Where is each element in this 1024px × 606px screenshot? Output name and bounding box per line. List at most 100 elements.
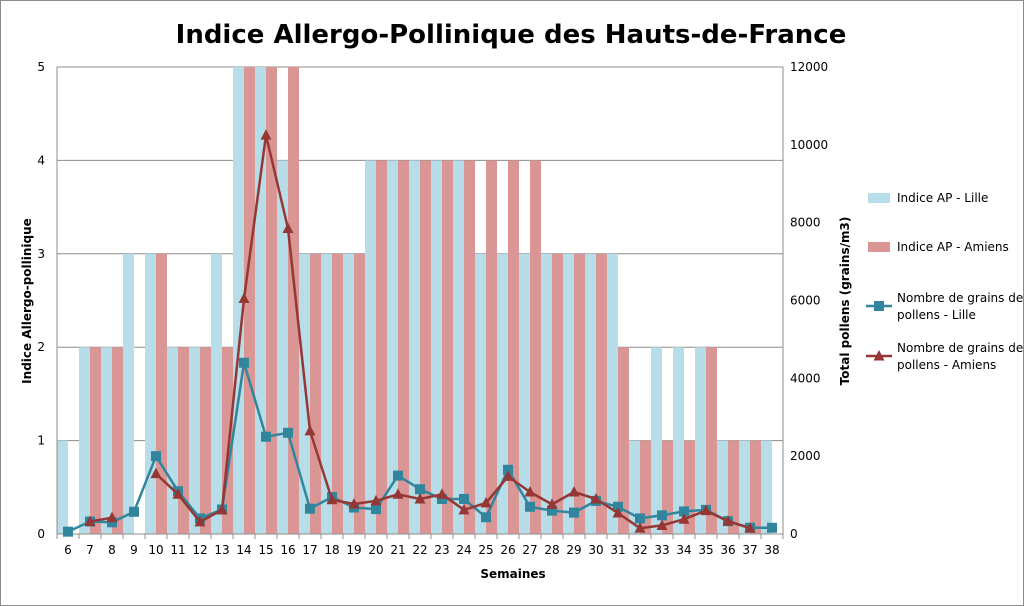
bar (552, 253, 563, 535)
legend-label-line: pollens - Amiens (897, 358, 996, 372)
point (700, 504, 712, 516)
bar (145, 253, 156, 535)
x-tick-label: 35 (698, 543, 713, 557)
point (436, 488, 448, 499)
bar (519, 253, 530, 535)
bar (618, 347, 629, 534)
point (392, 488, 404, 499)
bar (673, 347, 684, 534)
bar (651, 347, 662, 534)
bar (530, 160, 541, 534)
bar (629, 440, 640, 534)
point (238, 292, 250, 304)
point (437, 493, 447, 504)
point (874, 301, 884, 311)
point (371, 504, 381, 515)
point (370, 494, 382, 506)
point (84, 515, 96, 527)
y-tick-label: 1 (37, 434, 45, 448)
point (304, 424, 316, 436)
bar (497, 253, 508, 535)
bar (684, 440, 695, 534)
point (656, 519, 668, 530)
point (458, 503, 470, 515)
legend-label: Nombre de grains de pollens - Amiens (897, 341, 1023, 372)
x-tick-label: 13 (214, 543, 229, 557)
x-tick-label: 38 (764, 543, 779, 557)
x-tick-label: 11 (170, 543, 185, 557)
y-tick-label: 0 (37, 527, 45, 541)
y-tick-label: 2 (37, 340, 45, 354)
point (503, 464, 513, 475)
x-tick-label: 14 (236, 543, 251, 557)
legend-label: Nombre de grains de pollens - Lille (897, 291, 1023, 322)
bar (486, 160, 497, 534)
point (569, 507, 579, 518)
bar (277, 160, 288, 534)
bar (761, 440, 772, 534)
bar (101, 347, 112, 534)
x-tick-label: 34 (676, 543, 691, 557)
bar (200, 347, 211, 534)
y2-tick-label: 12000 (790, 60, 828, 74)
x-tick-label: 15 (258, 543, 273, 557)
bar (343, 253, 354, 535)
y-tick-label: 4 (37, 153, 45, 167)
x-tick-label: 12 (192, 543, 207, 557)
bar (321, 253, 332, 535)
bar (332, 253, 343, 535)
bar (310, 253, 321, 535)
bar (233, 67, 244, 534)
point (744, 522, 756, 533)
x-tick-label: 9 (130, 543, 138, 557)
y2-tick-label: 8000 (790, 216, 821, 230)
bar (475, 253, 486, 535)
bar (189, 347, 200, 534)
bar (288, 67, 299, 534)
point (194, 515, 206, 527)
x-tick-label: 29 (566, 543, 581, 557)
point (326, 493, 338, 505)
bar (750, 440, 761, 534)
point (635, 513, 645, 524)
bar (211, 253, 222, 535)
x-tick-label: 33 (654, 543, 669, 557)
bar (574, 253, 585, 535)
bar (376, 160, 387, 534)
chart-title: Indice Allergo-Pollinique des Hauts-de-F… (176, 20, 847, 50)
point (546, 498, 558, 509)
legend-label: Indice AP - Amiens (897, 240, 1009, 254)
point (172, 488, 184, 499)
x-tick-label: 31 (610, 543, 625, 557)
point (63, 526, 73, 537)
x-tick-label: 8 (108, 543, 116, 557)
bar (728, 440, 739, 534)
legend-item: Nombre de grains de pollens - Lille (866, 291, 1023, 322)
legend-label-line: Indice AP - Lille (897, 191, 988, 205)
x-tick-label: 25 (478, 543, 493, 557)
point (239, 357, 249, 368)
bar (739, 440, 750, 534)
point (525, 501, 535, 512)
legend-swatch (868, 193, 890, 203)
y2-tick-label: 6000 (790, 294, 821, 308)
legend-label: Indice AP - Lille (897, 191, 988, 205)
x-tick-label: 10 (148, 543, 163, 557)
axes (56, 67, 784, 539)
legend-item: Indice AP - Lille (868, 191, 988, 205)
y-axis-label: Indice Allergo-pollinique (20, 218, 34, 384)
point (767, 522, 777, 533)
x-tick-label: 26 (500, 543, 515, 557)
y2-tick-label: 2000 (790, 449, 821, 463)
point (107, 517, 117, 528)
bar (299, 253, 310, 535)
point (524, 485, 536, 497)
point (634, 522, 646, 533)
point (722, 515, 734, 526)
x-tick-label: 6 (64, 543, 72, 557)
x-tick-label: 22 (412, 543, 427, 557)
x-tick-label: 32 (632, 543, 647, 557)
